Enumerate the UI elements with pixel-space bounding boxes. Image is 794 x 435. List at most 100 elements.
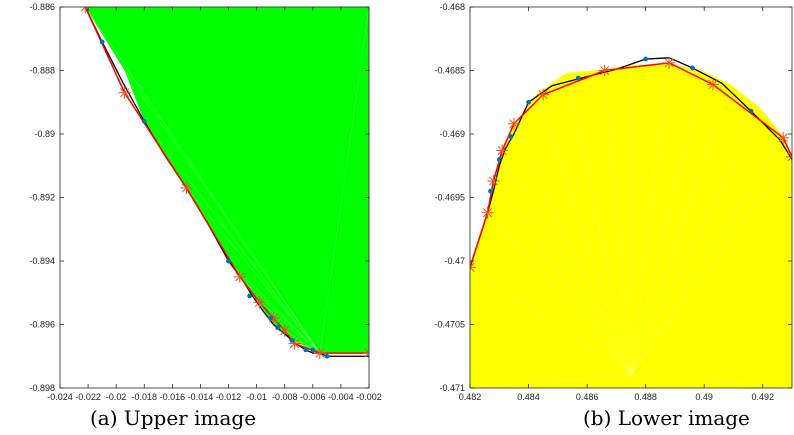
star-marker — [253, 296, 266, 309]
y-tick-label: -0.894 — [29, 256, 55, 266]
fill-ray — [566, 72, 632, 376]
data-point — [748, 108, 754, 114]
data-point — [324, 353, 330, 359]
fill-ray — [537, 93, 632, 376]
y-tick-label: -0.892 — [29, 193, 55, 203]
data-point — [488, 188, 493, 194]
data-point — [643, 56, 649, 62]
fill-ray — [630, 107, 761, 376]
star-marker — [777, 131, 790, 144]
data-point — [690, 65, 695, 71]
boundary-line — [470, 57, 792, 268]
data-point — [247, 293, 253, 299]
data-point — [99, 39, 105, 45]
star-marker — [507, 117, 520, 130]
filled-region — [85, 7, 369, 354]
x-tick-label: -0.014 — [188, 392, 214, 402]
y-tick-label: -0.898 — [29, 383, 55, 393]
fill-ray — [319, 7, 369, 354]
data-point — [303, 347, 309, 353]
fill-ray — [256, 298, 321, 354]
data-point — [496, 157, 502, 162]
x-tick-label: -0.022 — [75, 392, 101, 402]
y-tick-label: -0.886 — [29, 2, 55, 12]
star-marker — [233, 270, 246, 283]
data-point — [508, 134, 514, 139]
data-point — [289, 337, 295, 343]
star-marker — [470, 261, 476, 274]
y-tick-label: -0.4705 — [434, 320, 465, 330]
data-point — [310, 347, 316, 353]
x-tick-label: -0.002 — [356, 392, 382, 402]
y-tick-label: -0.468 — [439, 2, 465, 12]
x-tick-label: 0.49 — [695, 392, 713, 402]
data-point — [526, 99, 531, 105]
x-tick-label: 0.484 — [517, 392, 540, 402]
data-point — [275, 325, 281, 331]
data-point — [268, 315, 274, 321]
star-marker — [706, 78, 719, 91]
star-marker — [363, 347, 369, 360]
star-marker — [481, 206, 494, 219]
panel-upper-image: -0.024 -0.022 -0.02 -0.018 -0.016 -0.014 -0.01… — [29, 2, 382, 430]
fill-ray — [124, 70, 321, 354]
data-point — [141, 118, 147, 124]
y-tick-label: -0.47 — [444, 256, 465, 266]
star-marker — [786, 150, 792, 163]
data-point — [226, 258, 231, 264]
fill-ray — [144, 121, 321, 354]
fill-ray — [630, 84, 731, 376]
star-marker — [663, 56, 676, 69]
fill-ray — [228, 260, 321, 354]
x-tick-label: -0.008 — [272, 392, 298, 402]
figure-caption: (b) Lower image — [583, 406, 750, 430]
x-tick-label: -0.006 — [300, 392, 326, 402]
plot-content — [470, 56, 792, 388]
star-marker — [313, 347, 326, 360]
plot-content — [79, 7, 369, 360]
star-marker — [598, 64, 611, 77]
y-tick-label: -0.4685 — [434, 66, 465, 76]
fill-ray — [630, 71, 705, 376]
filled-region — [470, 62, 792, 388]
fill-ray — [493, 180, 632, 376]
star-marker — [537, 88, 550, 101]
star-marker — [496, 144, 509, 157]
fill-ray — [630, 136, 784, 376]
x-tick-label: -0.024 — [47, 392, 73, 402]
data-point — [575, 75, 581, 81]
fill-ray — [630, 156, 792, 376]
fill-ray — [513, 123, 632, 376]
y-tick-label: -0.896 — [29, 320, 55, 330]
x-tick-label: 0.486 — [576, 392, 599, 402]
fill-ray — [487, 212, 632, 376]
fill-ray — [186, 187, 321, 354]
y-tick-label: -0.471 — [439, 383, 465, 393]
star-marker — [118, 86, 131, 99]
fill-ray — [470, 375, 632, 388]
star-marker — [487, 174, 500, 187]
star-marker — [278, 324, 291, 337]
figure-caption: (a) Upper image — [90, 406, 256, 430]
fill-ray — [604, 69, 632, 376]
fill-ray — [470, 267, 632, 376]
fill-ray — [630, 62, 670, 376]
x-tick-label: -0.02 — [106, 392, 127, 402]
fill-ray — [501, 150, 632, 376]
fill-ray — [630, 375, 792, 388]
x-tick-label: 0.492 — [751, 392, 774, 402]
star-marker — [180, 181, 193, 194]
fill-ray — [242, 279, 321, 354]
y-tick-label: -0.89 — [34, 129, 55, 139]
panel-lower-image: 0.482 0.484 0.486 0.488 0.49 0.492 -0.471 -0.47… — [434, 2, 793, 430]
x-tick-label: -0.01 — [246, 392, 267, 402]
x-tick-label: -0.018 — [132, 392, 158, 402]
y-tick-label: -0.4695 — [434, 193, 465, 203]
y-tick-label: -0.469 — [439, 129, 465, 139]
y-tick-label: -0.888 — [29, 66, 55, 76]
x-tick-label: -0.016 — [160, 392, 186, 402]
fill-ray — [85, 7, 321, 354]
x-tick-label: -0.004 — [328, 392, 354, 402]
x-tick-label: 0.488 — [634, 392, 657, 402]
